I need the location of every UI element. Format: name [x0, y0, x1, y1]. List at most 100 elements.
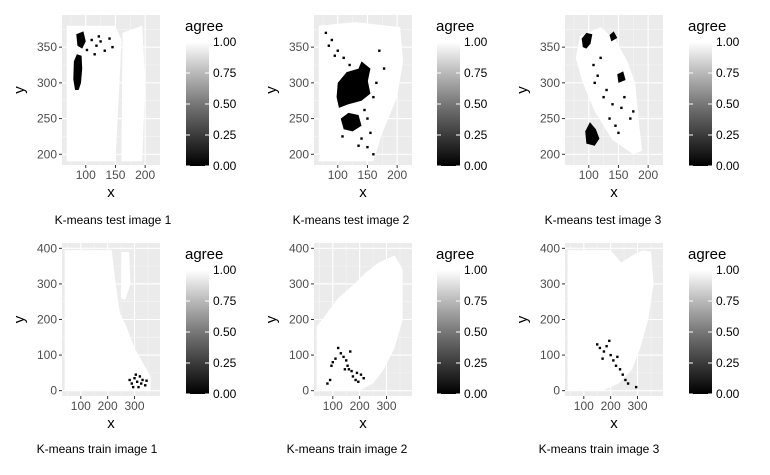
disagree-pixel	[93, 53, 96, 56]
legend-title: agree	[688, 246, 726, 263]
disagree-pixel	[108, 37, 111, 40]
colorbar	[689, 270, 712, 394]
y-tick-label: 250	[289, 112, 309, 126]
x-axis-title: x	[107, 184, 115, 201]
disagree-pixel	[605, 344, 608, 348]
disagree-pixel	[342, 355, 345, 359]
disagree-pixel	[621, 373, 624, 376]
panel-caption: K-means train image 2	[287, 442, 408, 456]
legend-label: 1.00	[716, 263, 740, 277]
x-tick-label: 100	[579, 168, 599, 182]
panel-caption: K-means train image 1	[37, 442, 158, 456]
legend-label: 1.00	[464, 263, 488, 277]
disagree-pixel	[331, 360, 334, 364]
disagree-pixel	[618, 368, 622, 371]
legend-title: agree	[185, 18, 223, 35]
disagree-pixel	[599, 56, 602, 60]
panel-caption: K-means train image 3	[539, 442, 660, 456]
disagree-pixel	[336, 346, 340, 350]
disagree-pixel	[617, 131, 620, 135]
y-tick-label: 300	[289, 76, 309, 90]
y-tick-label: 200	[540, 313, 560, 327]
x-tick-label: 200	[135, 168, 155, 182]
disagree-pixel	[135, 380, 139, 383]
disagree-pixel	[623, 95, 626, 99]
legend-label: 0.50	[213, 325, 237, 339]
x-tick-label: 150	[357, 168, 377, 182]
legend-label: 0.25	[464, 128, 488, 142]
disagree-pixel	[614, 364, 618, 367]
x-tick-label: 200	[638, 168, 658, 182]
legend-label: 1.00	[213, 263, 237, 277]
legend-label: 0.50	[464, 97, 488, 111]
legend-label: 0.50	[213, 97, 237, 111]
disagree-pixel	[354, 378, 357, 382]
y-tick-label: 100	[289, 348, 309, 362]
y-tick-label: 0	[50, 384, 57, 398]
disagree-pixel	[343, 368, 347, 371]
y-tick-label: 0	[302, 384, 309, 398]
y-tick-label: 250	[37, 112, 57, 126]
x-axis-title: x	[610, 184, 618, 201]
disagree-pixel	[140, 382, 143, 385]
legend-title: agree	[688, 18, 726, 35]
disagree-pixel	[372, 153, 375, 156]
disagree-pixel	[605, 88, 608, 92]
disagree-pixel	[141, 378, 144, 382]
legend-label: 0.50	[464, 325, 488, 339]
disagree-region	[617, 71, 626, 83]
y-tick-label: 250	[540, 112, 560, 126]
disagree-pixel	[366, 145, 369, 149]
disagree-pixel	[90, 38, 93, 42]
y-tick-label: 100	[37, 348, 57, 362]
y-tick-label: 300	[37, 76, 57, 90]
x-tick-label: 150	[105, 168, 125, 182]
disagree-pixel	[346, 364, 349, 367]
y-tick-label: 300	[540, 277, 560, 291]
x-tick-label: 200	[601, 399, 621, 413]
disagree-pixel	[97, 35, 101, 38]
x-tick-label: 300	[376, 399, 396, 413]
legend-title: agree	[436, 18, 474, 35]
disagree-pixel	[355, 371, 359, 375]
disagree-pixel	[350, 369, 353, 373]
x-axis-title: x	[359, 184, 367, 201]
disagree-pixel	[354, 74, 357, 77]
panel-caption: K-means test image 3	[545, 213, 662, 227]
y-tick-label: 200	[37, 147, 57, 161]
disagree-pixel	[111, 45, 114, 49]
y-tick-label: 200	[37, 313, 57, 327]
x-tick-label: 200	[387, 168, 407, 182]
legend-label: 0.00	[716, 159, 740, 173]
legend-title: agree	[185, 246, 223, 263]
disagree-pixel	[130, 382, 134, 385]
disagree-pixel	[620, 106, 623, 110]
y-tick-label: 300	[37, 277, 57, 291]
y-tick-label: 200	[289, 147, 309, 161]
x-tick-label: 100	[76, 168, 96, 182]
y-axis-title: y	[263, 86, 280, 94]
disagree-pixel	[382, 67, 386, 70]
disagree-pixel	[369, 131, 372, 135]
disagree-pixel	[348, 63, 351, 67]
disagree-pixel	[145, 379, 148, 382]
agree-region	[575, 27, 643, 155]
y-tick-label: 350	[540, 40, 560, 54]
disagree-pixel	[598, 346, 602, 350]
y-axis-title: y	[263, 315, 280, 323]
legend-label: 0.25	[716, 128, 740, 142]
y-tick-label: 200	[540, 147, 560, 161]
x-tick-label: 100	[71, 399, 91, 413]
y-tick-label: 0	[553, 384, 560, 398]
legend-label: 0.25	[464, 356, 488, 370]
disagree-pixel	[612, 359, 615, 362]
y-axis-title: y	[514, 315, 531, 323]
disagree-pixel	[602, 350, 606, 353]
agree-region	[316, 255, 403, 391]
disagree-pixel	[362, 377, 365, 380]
y-tick-label: 100	[540, 348, 560, 362]
